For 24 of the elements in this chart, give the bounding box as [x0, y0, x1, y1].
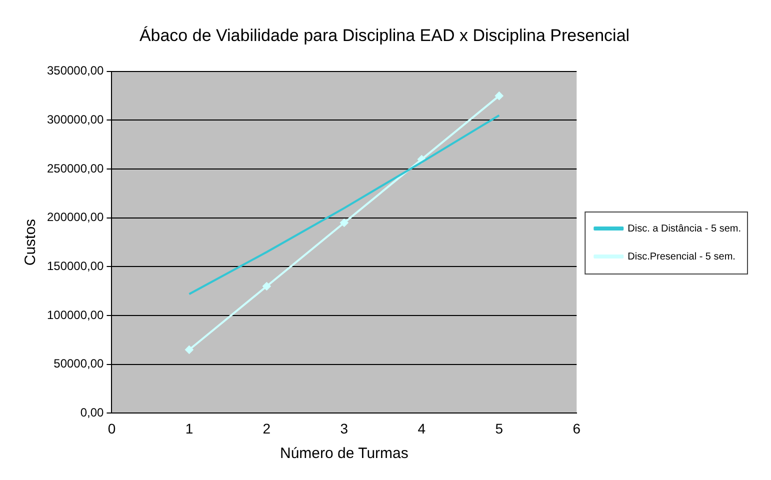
y-tick-label: 0,00	[80, 406, 104, 420]
legend-label: Disc. a Distância - 5 sem.	[628, 223, 742, 234]
x-axis-title: Número de Turmas	[280, 445, 408, 462]
x-tick-label: 4	[418, 420, 426, 436]
y-tick-label: 50000,00	[54, 356, 104, 371]
x-tick-label: 0	[108, 420, 116, 436]
y-tick-label: 250000,00	[46, 161, 104, 176]
y-tick-label: 200000,00	[46, 210, 104, 224]
legend-label: Disc.Presencial - 5 sem.	[628, 251, 736, 262]
point	[185, 346, 194, 354]
y-tick-label: 300000,00	[46, 112, 104, 127]
point	[262, 282, 271, 290]
x-tick-label: 5	[495, 420, 504, 436]
x-tick-label: 1	[185, 420, 194, 436]
chart-title: Ábaco de Viabilidade para Disciplina EAD x Disciplina Presencial	[139, 26, 630, 45]
y-tick-label: 350000,00	[46, 64, 104, 78]
point	[340, 218, 348, 227]
y-axis-title: Custos	[22, 218, 40, 266]
y-tick-label: 150000,00	[46, 259, 104, 274]
x-tick-label: 6	[572, 420, 581, 436]
x-tick-label: 3	[340, 420, 348, 436]
x-tick-label: 2	[262, 420, 271, 436]
point	[495, 92, 504, 100]
y-tick-label: 100000,00	[46, 308, 104, 322]
